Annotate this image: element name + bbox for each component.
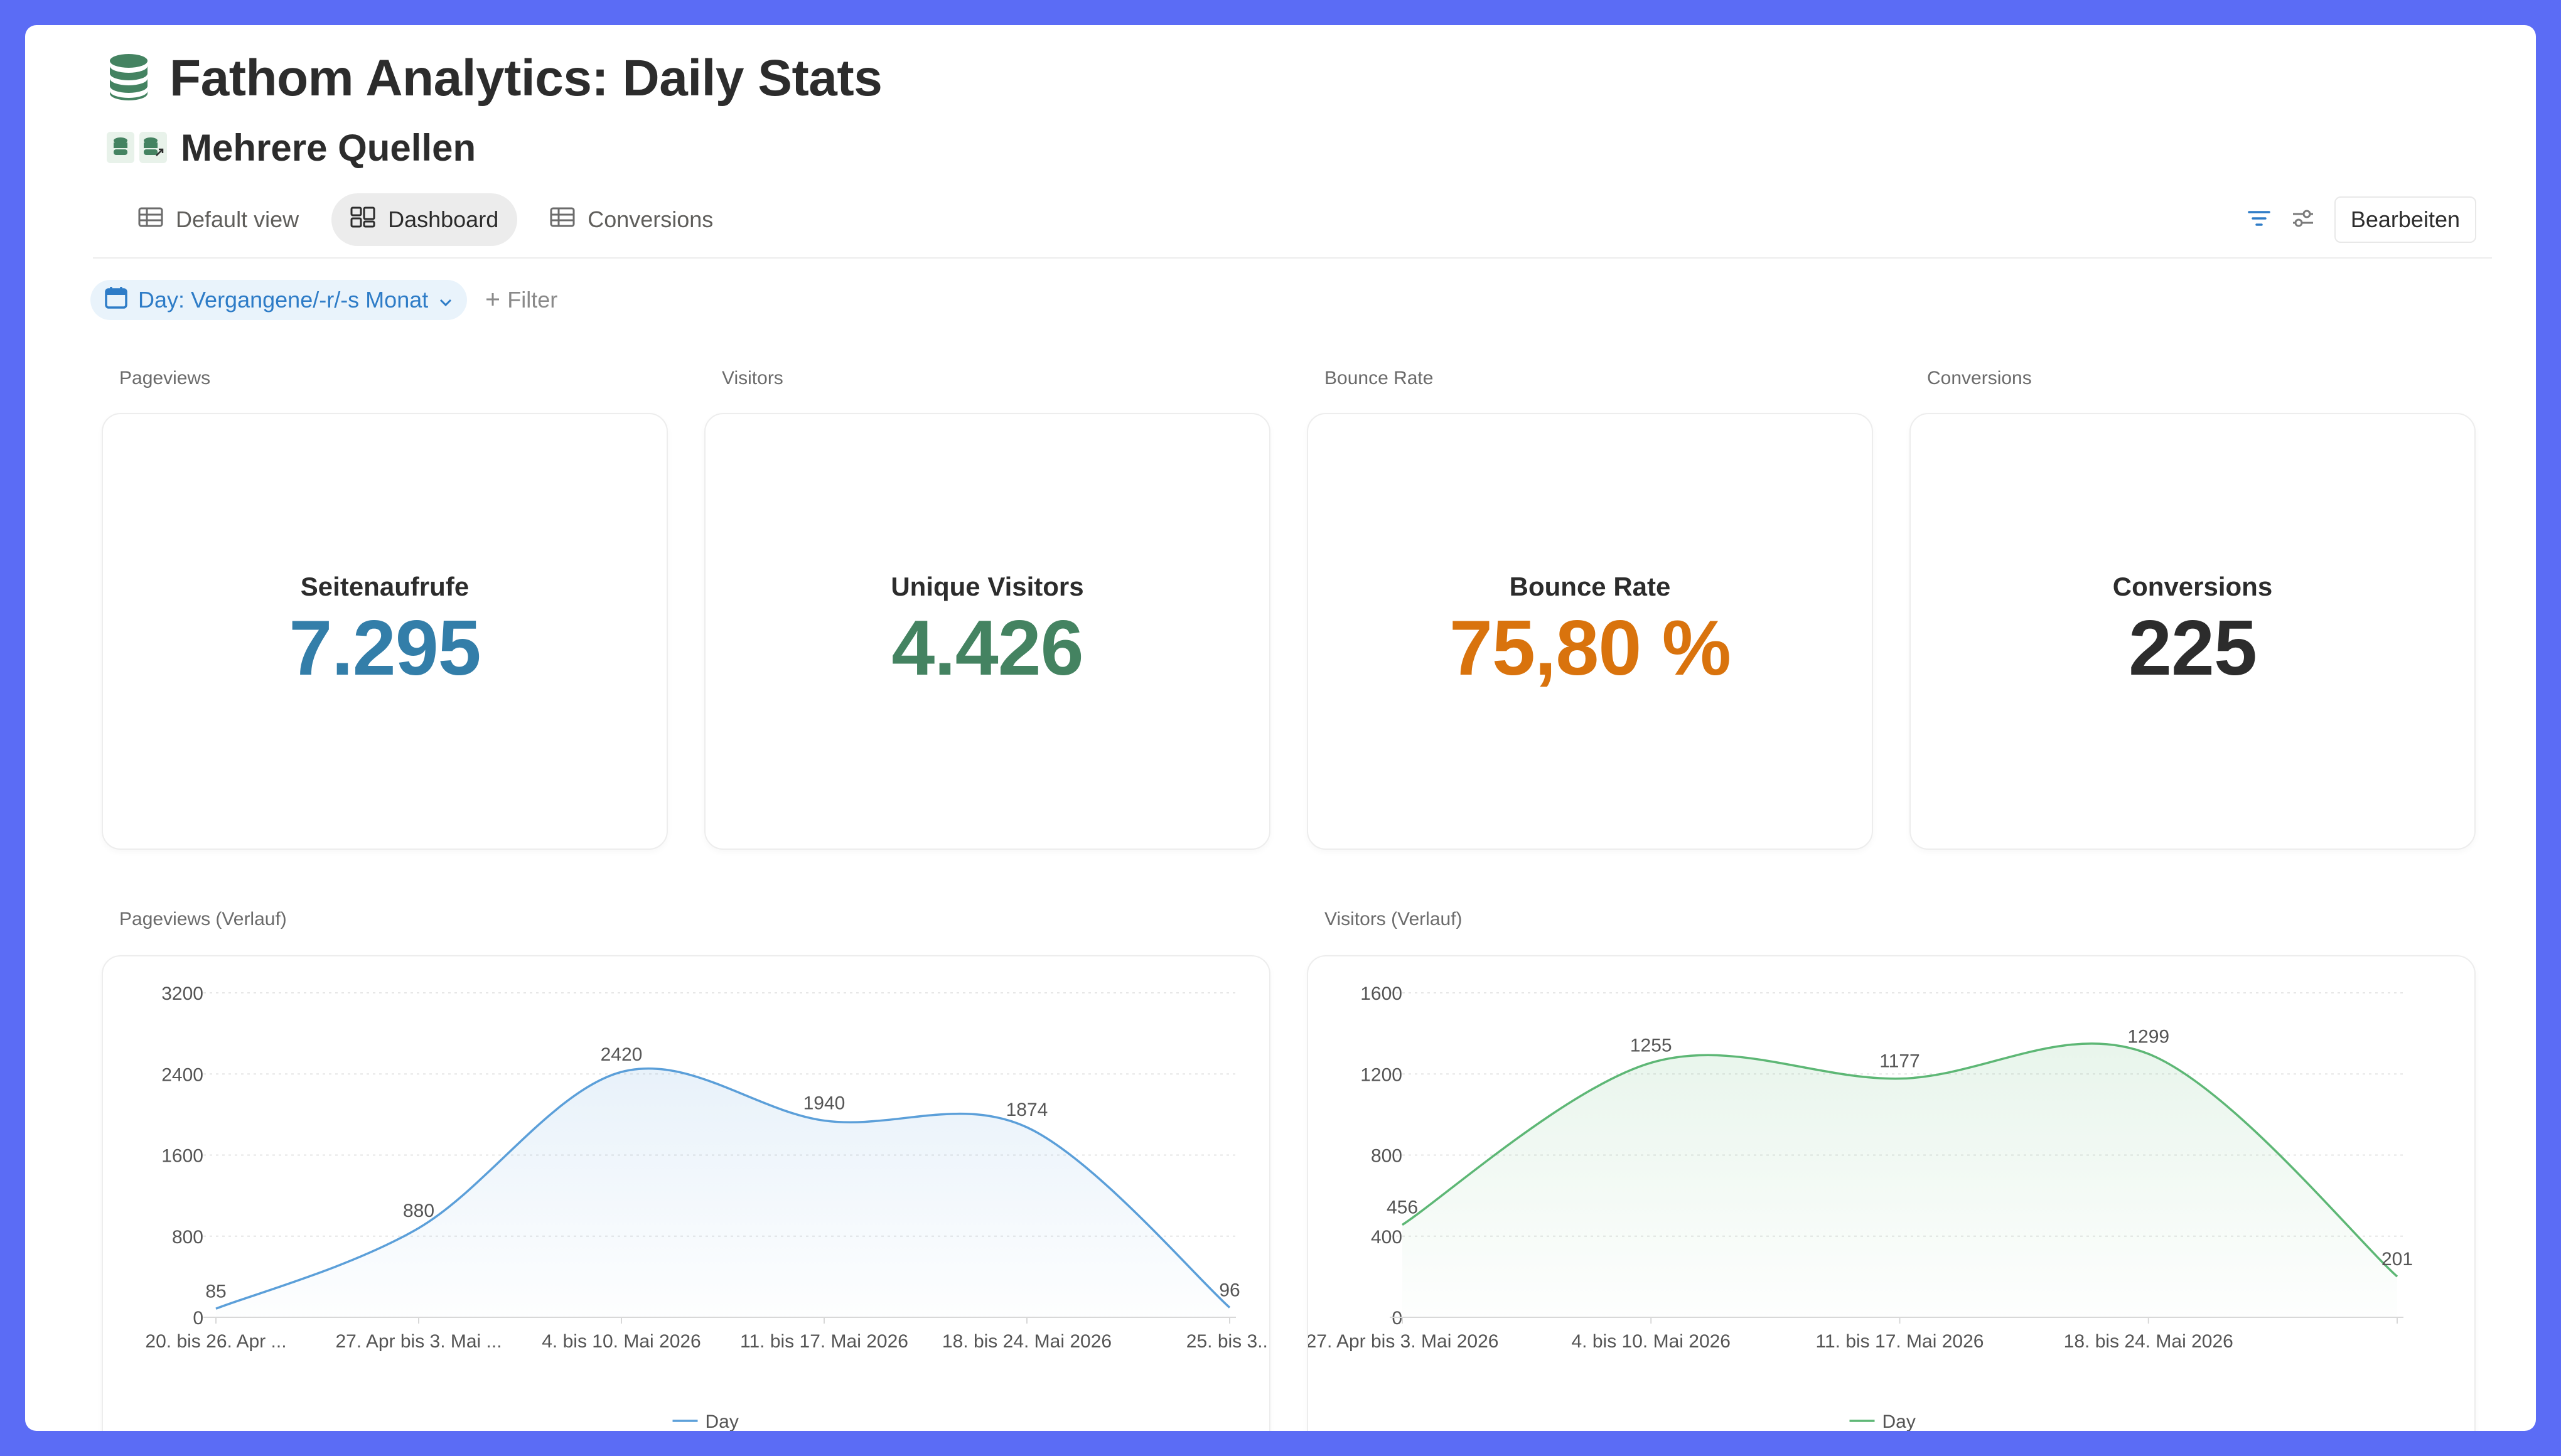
chart-card-pageviews[interactable]: 3200 2400 1600 800 0 20. bis 26. Apr ... 27. A… xyxy=(102,955,1273,1431)
x-tick-label: 27. Apr bis 3. Mai ... xyxy=(335,1331,502,1352)
x-tick-label: 18. bis 24. Mai 2026 xyxy=(942,1331,1112,1352)
pageviews-chart: 3200 2400 1600 800 020. bis 26. Apr ... 27. A… xyxy=(145,983,1273,1431)
tab-dashboard[interactable]: Dashboard xyxy=(331,193,518,246)
series-area xyxy=(216,1068,1230,1317)
x-tick-label: 25. bis 3... xyxy=(1186,1331,1269,1352)
section-label-conversions: Conversions xyxy=(1927,368,2032,388)
data-label: 1255 xyxy=(1630,1035,1672,1056)
kpi-value: 75,80 % xyxy=(1449,604,1731,692)
visitors-chart: 1600 1200 800 400 027. Apr bis 3. Mai 2026 4.… xyxy=(1306,983,2413,1431)
kpi-value: 7.295 xyxy=(289,604,481,692)
data-label: 1874 xyxy=(1006,1100,1048,1120)
date-filter-chip[interactable]: Day: Vergangene/-r/-s Monat xyxy=(90,280,468,320)
kpi-label: Unique Visitors xyxy=(891,571,1084,601)
kpi-label: Bounce Rate xyxy=(1509,571,1671,601)
tab-label: Dashboard xyxy=(388,206,499,232)
kpi-label: Seitenaufrufe xyxy=(300,571,470,601)
chevron-down-icon xyxy=(438,287,453,313)
database-icon xyxy=(107,52,151,105)
x-tick-label: 4. bis 10. Mai 2026 xyxy=(1572,1331,1731,1352)
y-tick-label: 2400 xyxy=(161,1064,203,1085)
kpi-card-bounce-rate[interactable]: Bounce Rate 75,80 % xyxy=(1307,413,1873,850)
chart-card-visitors[interactable]: 1600 1200 800 400 0 27. Apr bis 3. Mai 2026 4.… xyxy=(1306,955,2476,1431)
filter-icon[interactable] xyxy=(2247,209,2272,231)
database-link-icon xyxy=(139,132,167,163)
tab-label: Conversions xyxy=(588,206,714,232)
source-title: Mehrere Quellen xyxy=(181,126,476,169)
y-tick-label: 1600 xyxy=(161,1146,203,1167)
series-line xyxy=(215,1067,1231,1310)
data-label: 1940 xyxy=(803,1093,846,1114)
data-label: 1299 xyxy=(2127,1026,2169,1047)
kpi-card-conversions[interactable]: Conversions 225 xyxy=(1909,413,2476,850)
page-title: Fathom Analytics: Daily Stats xyxy=(169,50,883,107)
x-tick-label: 20. bis 26. Apr ... xyxy=(145,1331,286,1352)
y-tick-label: 0 xyxy=(1392,1308,1402,1329)
filter-bar: Day: Vergangene/-r/-s Monat Filter xyxy=(90,280,557,320)
table-icon xyxy=(550,206,575,233)
y-tick-label: 800 xyxy=(1371,1146,1402,1167)
series-area xyxy=(1402,1043,2397,1317)
legend-label: Day xyxy=(1882,1411,1916,1431)
sliders-icon[interactable] xyxy=(2290,208,2316,232)
section-label-pageviews: Pageviews xyxy=(119,368,211,388)
edit-button[interactable]: Bearbeiten xyxy=(2334,196,2476,243)
section-label-bounce-rate: Bounce Rate xyxy=(1324,368,1434,388)
series-line xyxy=(1402,1042,2398,1278)
toolbar-divider xyxy=(93,257,2492,259)
tab-conversions[interactable]: Conversions xyxy=(531,193,732,246)
data-label: 85 xyxy=(205,1281,226,1302)
tab-default-view[interactable]: Default view xyxy=(119,193,318,246)
section-label-visitors-chart: Visitors (Verlauf) xyxy=(1324,909,1463,929)
add-filter-button[interactable]: Filter xyxy=(485,287,557,313)
kpi-card-visitors[interactable]: Unique Visitors 4.426 xyxy=(704,413,1270,850)
section-label-pageviews-chart: Pageviews (Verlauf) xyxy=(119,909,287,929)
date-filter-label: Day: Vergangene/-r/-s Monat xyxy=(138,287,429,313)
x-tick-label: 4. bis 10. Mai 2026 xyxy=(542,1331,701,1352)
page-header: Fathom Analytics: Daily Stats xyxy=(107,44,883,113)
calendar-icon xyxy=(104,286,128,315)
data-label: 96 xyxy=(1219,1280,1240,1300)
x-tick-label: 11. bis 17. Mai 2026 xyxy=(740,1331,908,1352)
tab-label: Default view xyxy=(176,206,299,232)
x-tick-label: 11. bis 17. Mai 2026 xyxy=(1816,1331,1984,1352)
y-tick-label: 1600 xyxy=(1360,983,1402,1004)
add-filter-label: Filter xyxy=(507,287,558,313)
y-tick-label: 400 xyxy=(1371,1227,1402,1248)
y-tick-label: 800 xyxy=(172,1227,203,1248)
database-icon xyxy=(107,132,134,163)
y-tick-label: 3200 xyxy=(161,983,203,1004)
y-tick-label: 1200 xyxy=(1360,1064,1402,1085)
kpi-label: Conversions xyxy=(2112,571,2273,601)
y-tick-label: 0 xyxy=(193,1308,203,1329)
kpi-card-pageviews[interactable]: Seitenaufrufe 7.295 xyxy=(102,413,668,850)
data-label: 201 xyxy=(2381,1249,2413,1270)
data-label: 1177 xyxy=(1879,1051,1920,1072)
legend-label: Day xyxy=(706,1411,739,1431)
data-label: 2420 xyxy=(601,1044,643,1065)
app-window: Fathom Analytics: Daily Stats Mehrere Qu… xyxy=(25,25,2536,1431)
dashboard-icon xyxy=(350,206,375,233)
kpi-value: 4.426 xyxy=(891,604,1083,692)
table-icon xyxy=(138,206,163,233)
section-label-visitors: Visitors xyxy=(722,368,783,388)
x-tick-label: 18. bis 24. Mai 2026 xyxy=(2064,1331,2233,1352)
plus-icon xyxy=(485,287,501,313)
data-label: 456 xyxy=(1387,1197,1418,1218)
data-label: 880 xyxy=(403,1201,434,1221)
kpi-value: 225 xyxy=(2129,604,2257,692)
view-tabs: Default view Dashboard Conversions xyxy=(119,193,732,246)
view-toolbar: Bearbeiten xyxy=(2247,196,2476,244)
source-header[interactable]: Mehrere Quellen xyxy=(107,119,476,176)
x-tick-label: 27. Apr bis 3. Mai 2026 xyxy=(1308,1331,1498,1352)
